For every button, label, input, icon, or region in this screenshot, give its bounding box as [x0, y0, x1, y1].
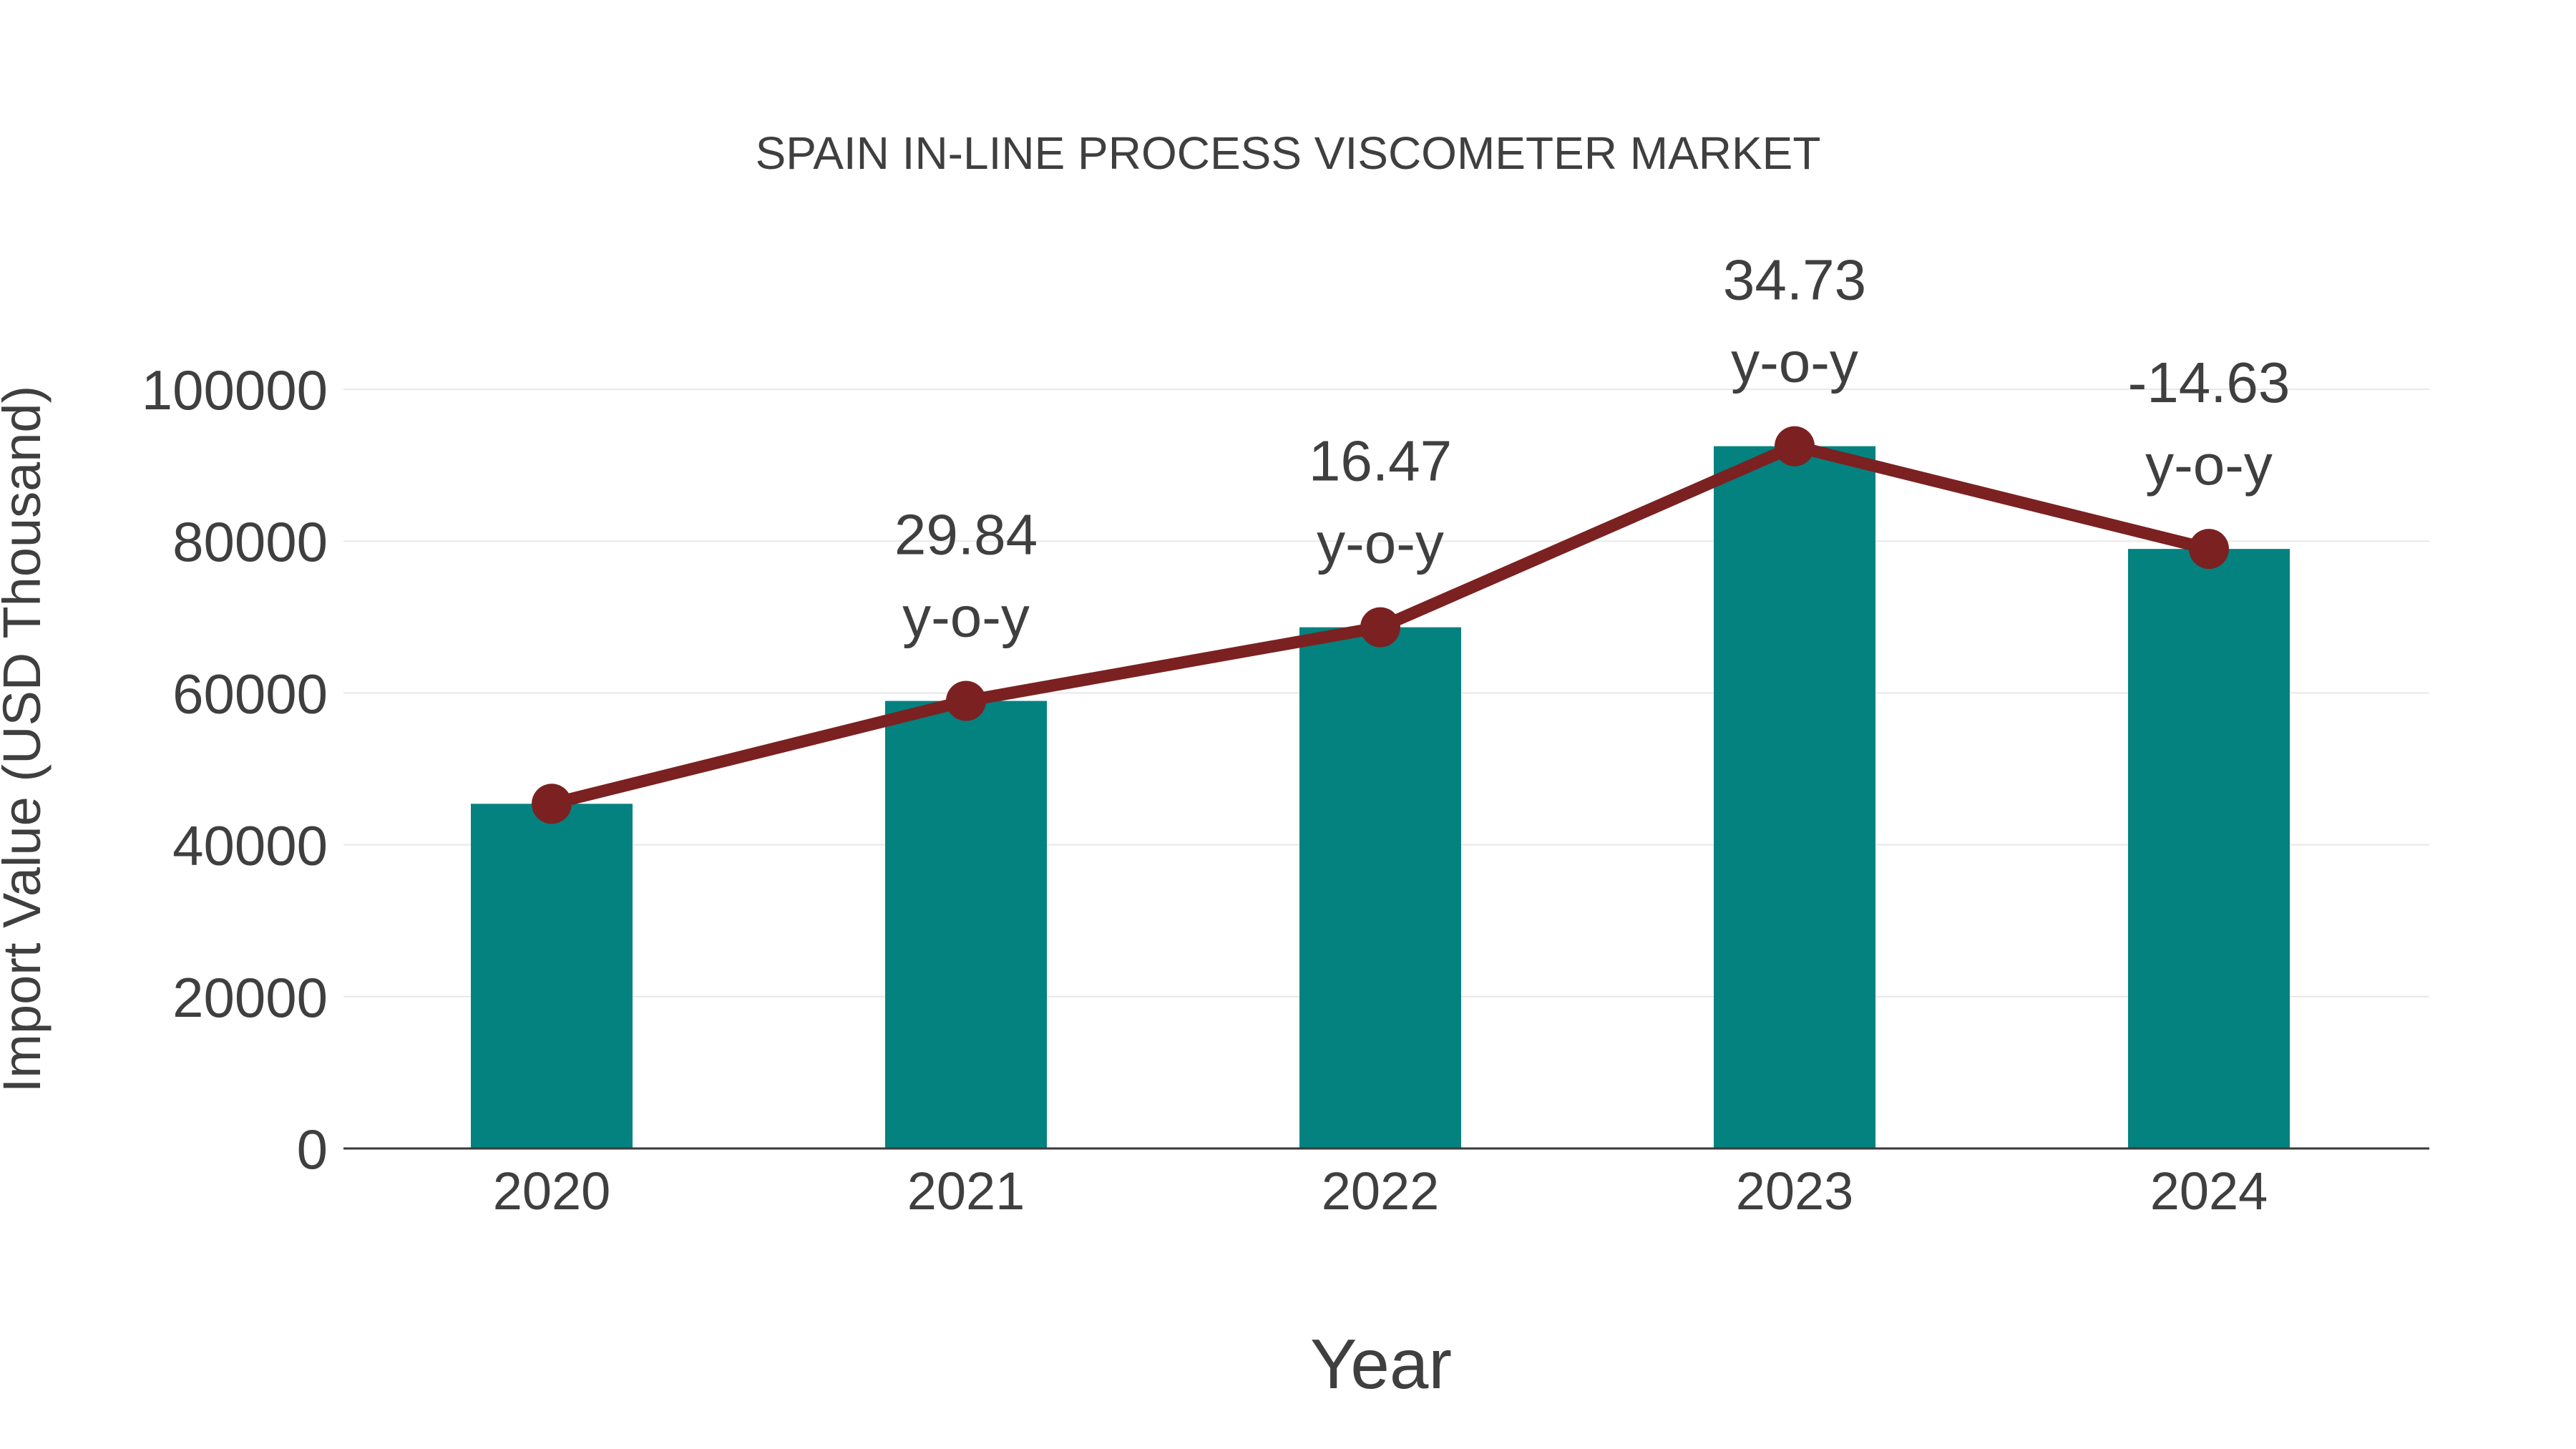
yoy-value-2021: 29.84 [894, 503, 1038, 567]
bar-2022 [1299, 627, 1461, 1148]
bar-2023 [1714, 446, 1875, 1148]
line-series [532, 426, 2229, 824]
yoy-label-2024: y-o-y [2145, 433, 2273, 497]
trend-marker-2024 [2189, 529, 2229, 570]
y-tick-label: 100000 [142, 358, 328, 421]
y-tick-label: 80000 [172, 510, 328, 573]
yoy-label-2023: y-o-y [1731, 331, 1858, 394]
y-tick-label: 60000 [172, 662, 328, 725]
bar-series [471, 446, 2290, 1148]
x-tick-labels: 2020 2021 2022 2023 2024 [493, 1161, 2268, 1221]
x-axis-title: Year [1310, 1324, 1452, 1403]
trend-marker-2022 [1360, 607, 1400, 648]
yoy-value-2024: -14.63 [2128, 351, 2290, 414]
x-tick-label-2020: 2020 [493, 1161, 611, 1221]
yoy-annotations: 29.84 y-o-y 16.47 y-o-y 34.73 y-o-y -14.63 y-o-… [894, 248, 2290, 649]
trend-marker-2020 [532, 784, 572, 824]
bar-2021 [885, 701, 1047, 1148]
yoy-value-2023: 34.73 [1723, 248, 1866, 312]
yoy-label-2021: y-o-y [902, 585, 1030, 649]
y-tick-label: 0 [297, 1118, 328, 1181]
trend-marker-2021 [946, 680, 986, 721]
y-axis-title: Import Value (USD Thousand) [0, 386, 52, 1093]
y-tick-label: 20000 [172, 966, 328, 1029]
x-tick-label-2023: 2023 [1736, 1161, 1854, 1221]
x-tick-label-2021: 2021 [907, 1161, 1025, 1221]
trend-marker-2023 [1775, 426, 1815, 467]
y-tick-labels: 0 20000 40000 60000 80000 100000 [142, 358, 328, 1181]
yoy-value-2022: 16.47 [1309, 429, 1452, 493]
chart-title: SPAIN IN-LINE PROCESS VISCOMETER MARKET [756, 127, 1821, 179]
yoy-label-2022: y-o-y [1317, 512, 1444, 575]
y-tick-label: 40000 [172, 814, 328, 877]
x-tick-label-2022: 2022 [1322, 1161, 1440, 1221]
bar-2020 [471, 804, 633, 1148]
bar-2024 [2128, 549, 2290, 1148]
x-tick-label-2024: 2024 [2150, 1161, 2268, 1221]
